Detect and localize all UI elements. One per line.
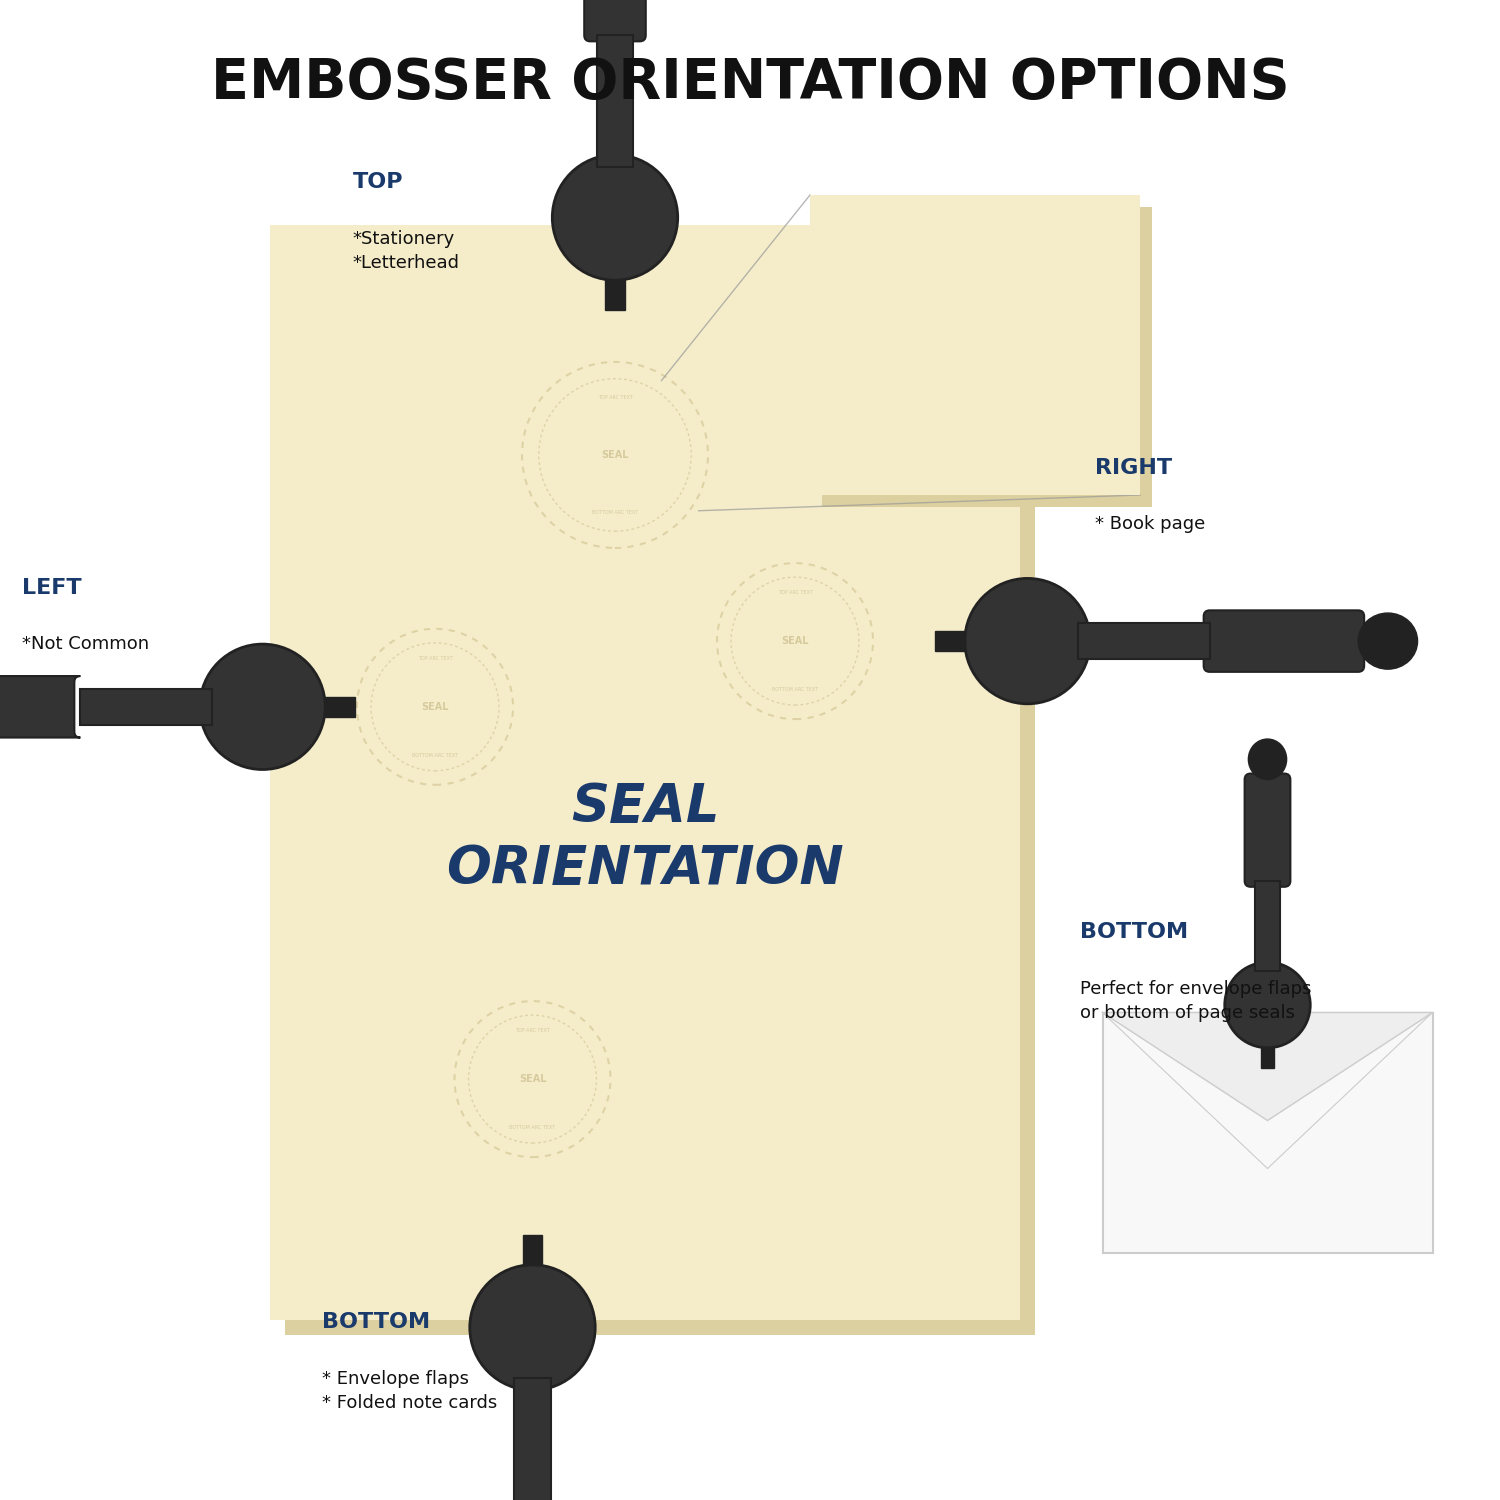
- Text: TOP: TOP: [352, 172, 404, 192]
- Text: SEAL: SEAL: [782, 636, 808, 646]
- Polygon shape: [1102, 1013, 1432, 1120]
- Text: BOTTOM ARC TEXT: BOTTOM ARC TEXT: [772, 687, 818, 692]
- FancyBboxPatch shape: [522, 1234, 543, 1264]
- Circle shape: [870, 240, 1080, 450]
- Text: BOTTOM ARC TEXT: BOTTOM ARC TEXT: [1251, 1089, 1284, 1094]
- FancyBboxPatch shape: [1102, 1013, 1432, 1252]
- FancyBboxPatch shape: [285, 240, 1035, 1335]
- Text: LEFT: LEFT: [22, 578, 82, 597]
- FancyBboxPatch shape: [1245, 774, 1290, 886]
- FancyBboxPatch shape: [326, 698, 356, 717]
- Circle shape: [552, 154, 678, 280]
- Text: SEAL
ORIENTATION: SEAL ORIENTATION: [446, 782, 844, 895]
- Text: TOP ARC TEXT: TOP ARC TEXT: [514, 1028, 550, 1033]
- Text: TOP ARC TEXT: TOP ARC TEXT: [1256, 1038, 1280, 1041]
- Text: * Book page: * Book page: [1095, 514, 1206, 532]
- Text: BOTTOM: BOTTOM: [1080, 922, 1188, 942]
- Circle shape: [730, 578, 860, 705]
- FancyBboxPatch shape: [514, 1377, 550, 1500]
- Circle shape: [470, 1264, 596, 1390]
- Text: TOP ARC TEXT: TOP ARC TEXT: [417, 656, 453, 662]
- Text: BOTTOM: BOTTOM: [322, 1312, 430, 1332]
- FancyBboxPatch shape: [810, 195, 1140, 495]
- Text: *Not Common: *Not Common: [22, 634, 150, 652]
- Text: SEAL: SEAL: [954, 338, 996, 352]
- Text: TOP ARC TEXT: TOP ARC TEXT: [777, 590, 813, 596]
- Circle shape: [200, 644, 326, 770]
- FancyBboxPatch shape: [597, 36, 633, 168]
- FancyBboxPatch shape: [604, 280, 625, 310]
- FancyBboxPatch shape: [1077, 622, 1209, 660]
- Circle shape: [1224, 963, 1311, 1047]
- FancyBboxPatch shape: [1203, 610, 1364, 672]
- Circle shape: [538, 378, 692, 531]
- Circle shape: [964, 579, 1090, 704]
- Text: BOTTOM ARC TEXT: BOTTOM ARC TEXT: [510, 1125, 555, 1130]
- Text: * Envelope flaps
* Folded note cards: * Envelope flaps * Folded note cards: [322, 1370, 498, 1413]
- Text: SEAL: SEAL: [422, 702, 448, 712]
- Text: BOTTOM ARC TEXT: BOTTOM ARC TEXT: [939, 420, 1011, 429]
- FancyBboxPatch shape: [822, 207, 1152, 507]
- Text: BOTTOM ARC TEXT: BOTTOM ARC TEXT: [413, 753, 458, 758]
- Text: SEAL: SEAL: [519, 1074, 546, 1084]
- FancyBboxPatch shape: [1260, 1047, 1274, 1068]
- FancyBboxPatch shape: [1256, 880, 1280, 971]
- Text: SEAL: SEAL: [1258, 1062, 1276, 1068]
- Text: Perfect for envelope flaps
or bottom of page seals: Perfect for envelope flaps or bottom of …: [1080, 980, 1311, 1023]
- Ellipse shape: [1248, 740, 1287, 780]
- FancyBboxPatch shape: [934, 632, 964, 651]
- Circle shape: [1233, 1030, 1302, 1100]
- Text: EMBOSSER ORIENTATION OPTIONS: EMBOSSER ORIENTATION OPTIONS: [210, 56, 1290, 110]
- Text: SEAL: SEAL: [602, 450, 628, 460]
- FancyBboxPatch shape: [0, 676, 81, 738]
- Text: TOP ARC TEXT: TOP ARC TEXT: [597, 394, 633, 400]
- Ellipse shape: [1358, 614, 1418, 669]
- FancyBboxPatch shape: [270, 225, 1020, 1320]
- FancyBboxPatch shape: [81, 688, 213, 724]
- Text: *Stationery
*Letterhead: *Stationery *Letterhead: [352, 230, 459, 273]
- Text: BOTTOM ARC TEXT: BOTTOM ARC TEXT: [592, 510, 638, 515]
- Circle shape: [370, 644, 500, 771]
- Circle shape: [468, 1016, 597, 1143]
- FancyBboxPatch shape: [585, 0, 645, 42]
- Text: RIGHT: RIGHT: [1095, 458, 1172, 477]
- Text: TOP ARC TEXT: TOP ARC TEXT: [948, 261, 1002, 270]
